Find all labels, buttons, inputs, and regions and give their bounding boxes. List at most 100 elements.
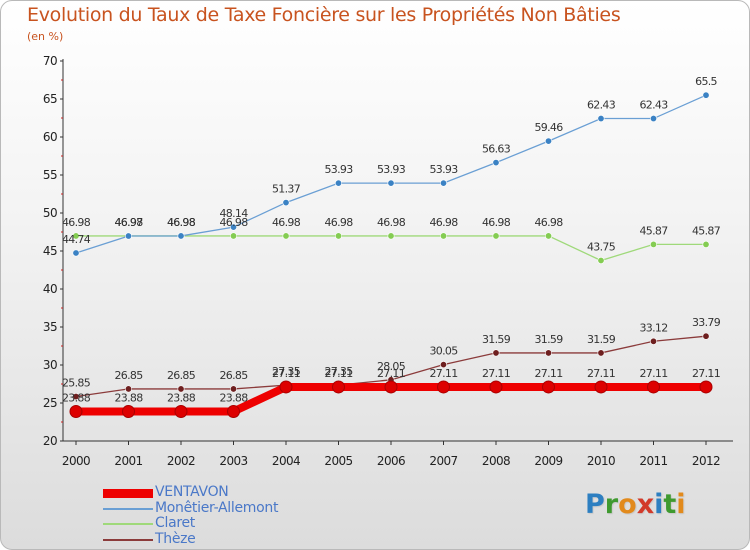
y-tick-label: 45 (43, 244, 57, 258)
data-point (544, 349, 552, 357)
data-point (384, 380, 398, 394)
logo-letter: o (618, 489, 637, 520)
data-point (230, 232, 238, 240)
data-point (72, 393, 80, 401)
x-tick-label: 2012 (692, 454, 720, 468)
data-point (334, 232, 342, 240)
data-point (647, 380, 660, 394)
data-label: 46.97 (115, 216, 144, 229)
data-point (72, 232, 80, 240)
data-point (69, 405, 83, 419)
data-point (702, 91, 710, 99)
data-point (597, 115, 605, 123)
data-label: 28.05 (377, 360, 406, 373)
data-label: 27.35 (325, 365, 354, 378)
data-label: 27.11 (535, 367, 563, 380)
x-tick-label: 2011 (639, 454, 667, 468)
data-label: 31.59 (535, 333, 564, 346)
data-labels-ventavon: 23.88 23.88 23.88 23.88 27.11 27.11 27.11 27.11… (62, 367, 721, 405)
data-label: 53.93 (325, 163, 354, 176)
data-label: 27.11 (272, 367, 300, 380)
data-label: 43.75 (587, 241, 616, 254)
data-label: 45.87 (692, 224, 721, 237)
data-label: 33.79 (692, 316, 721, 329)
data-point (174, 405, 188, 419)
data-point (230, 385, 238, 393)
data-point (387, 179, 395, 187)
series-ventavon (69, 380, 713, 419)
logo-letter: i (654, 489, 664, 520)
y-tick-label: 40 (43, 282, 57, 296)
data-label: 33.12 (640, 321, 668, 334)
data-label: 46.98 (430, 216, 459, 229)
data-label: 31.59 (587, 333, 616, 346)
data-label: 27.11 (430, 367, 458, 380)
data-point (544, 137, 552, 145)
legend-swatch (103, 507, 153, 510)
data-label: 31.59 (482, 333, 511, 346)
data-label: 27.35 (272, 365, 301, 378)
legend-swatch (103, 538, 153, 541)
x-tick-label: 2005 (324, 454, 352, 468)
data-point (125, 385, 133, 393)
data-label: 44.74 (62, 233, 91, 246)
x-tick-label: 2001 (114, 454, 142, 468)
y-tick-label: 55 (43, 168, 57, 182)
data-label: 25.85 (62, 377, 91, 390)
data-label: 27.11 (692, 367, 720, 380)
data-label: 48.14 (220, 207, 249, 220)
logo-letter: t (663, 489, 677, 520)
data-label: 46.98 (167, 216, 196, 229)
data-point (125, 232, 133, 240)
proxiti-logo: Proxiti (585, 489, 686, 520)
data-point (282, 232, 290, 240)
data-label: 30.05 (430, 345, 459, 358)
chart-title: Evolution du Taux de Taxe Foncière sur l… (27, 4, 621, 26)
x-tick-label: 2004 (272, 454, 300, 468)
data-label: 46.98 (377, 216, 406, 229)
data-point (489, 380, 503, 394)
data-label: 46.98 (535, 216, 564, 229)
data-point (702, 332, 710, 340)
data-label: 27.11 (640, 367, 668, 380)
data-label: 62.43 (587, 99, 616, 112)
data-point (492, 232, 500, 240)
y-tick-label: 25 (43, 396, 57, 410)
data-labels-th-ze: 25.85 26.85 26.85 26.85 27.35 27.35 28.05 30.05… (62, 316, 721, 389)
data-point (492, 349, 500, 357)
data-label: 62.43 (640, 99, 669, 112)
y-tick-label: 65 (43, 92, 57, 106)
data-point (597, 256, 605, 264)
data-label: 46.98 (62, 216, 91, 229)
data-point (227, 405, 240, 419)
data-label: 53.93 (377, 163, 406, 176)
data-labels-claret: 46.98 46.98 46.98 46.98 46.98 46.98 46.98 46.98… (62, 216, 721, 254)
data-label: 56.63 (482, 143, 511, 156)
data-point (230, 223, 238, 231)
data-label: 45.87 (640, 224, 669, 237)
legend-swatch (103, 488, 153, 498)
legend-swatch (103, 523, 153, 525)
x-tick-label: 2008 (482, 454, 510, 468)
data-label: 65.5 (695, 75, 717, 88)
data-label: 27.11 (587, 367, 615, 380)
data-point (387, 232, 395, 240)
data-point (177, 232, 185, 240)
data-label: 46.98 (167, 216, 196, 229)
y-tick-label: 30 (43, 358, 57, 372)
data-point (439, 179, 447, 187)
y-axis-unit: (en %) (27, 30, 64, 43)
legend-label: Claret (155, 515, 195, 531)
data-label: 46.98 (220, 216, 249, 229)
y-tick-label: 60 (43, 130, 57, 144)
data-point (439, 361, 447, 369)
data-point (649, 240, 657, 248)
data-point (649, 115, 657, 123)
logo-letter: P (585, 489, 605, 520)
data-point (72, 249, 80, 257)
y-tick-label: 35 (43, 320, 57, 334)
logo-letter: x (636, 489, 655, 520)
data-label: 59.46 (535, 121, 564, 134)
